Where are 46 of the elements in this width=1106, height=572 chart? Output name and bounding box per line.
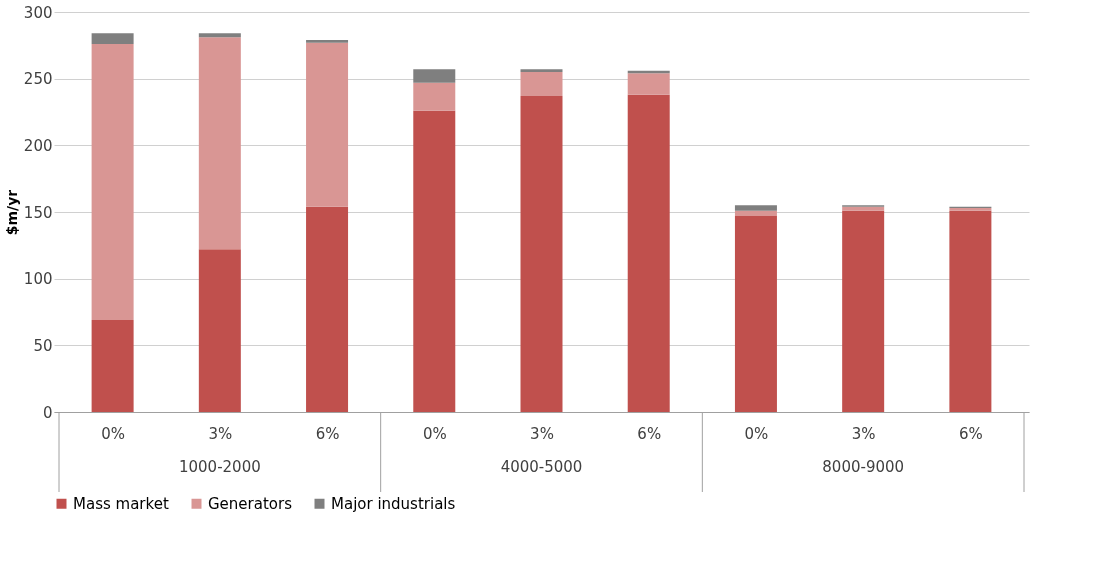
bar [520,96,563,412]
bar [198,37,241,250]
x-tick-label: 0% [101,424,126,443]
bar [627,94,670,412]
x-tick-label: 6% [315,424,340,443]
bar [306,42,349,207]
y-tick-label: 100 [23,270,53,289]
y-tick-label: 300 [23,3,53,22]
x-tick-label: 3% [530,424,554,443]
bar [91,44,134,320]
bar [627,73,670,95]
text: 8000-9000 [822,458,905,476]
bar [91,33,134,44]
y-tick-label: 150 [23,203,53,222]
bar [91,320,134,412]
x-tick-label: 0% [422,424,447,443]
y-axis-title: $m/yr [3,189,20,236]
y-tick-label: 250 [23,70,53,89]
bar [306,206,349,412]
bar [413,82,456,111]
x-tick-label: 3% [851,424,876,443]
bar [734,210,777,216]
y-tick-label: 50 [33,336,53,355]
text: 4000-5000 [500,458,583,476]
legend-label: Mass market [73,494,169,513]
bar [734,205,777,211]
x-tick-label: 0% [744,424,769,443]
legend-label: Generators [208,494,293,513]
bar [413,69,456,83]
bar [734,216,777,412]
legend-label: Major industrials [331,494,456,513]
bar [520,69,563,72]
bar [842,206,885,211]
bar [198,33,241,38]
bar [413,110,456,412]
y-tick-label: 200 [23,136,53,155]
x-tick-label: 6% [958,424,983,443]
x-tick-label: 3% [208,424,233,443]
x-tick-label: 6% [637,424,662,443]
bar [520,72,563,96]
y-tick-label: 0 [42,403,53,422]
text: 1000-2000 [178,458,261,476]
bar [949,210,992,412]
bar [306,40,349,43]
bar [198,249,241,412]
bar [842,210,885,412]
